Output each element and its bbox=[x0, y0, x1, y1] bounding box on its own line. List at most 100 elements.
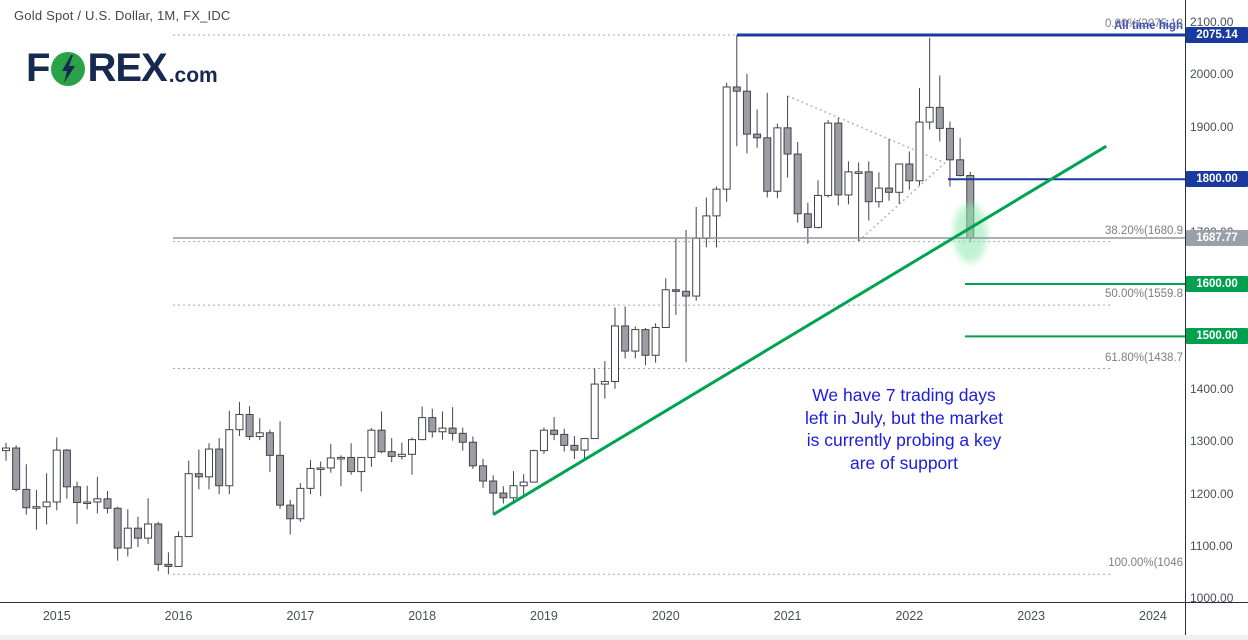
candle-body bbox=[377, 429, 386, 453]
candle-body bbox=[479, 465, 488, 482]
candle-body bbox=[600, 380, 609, 385]
candle-body bbox=[925, 106, 934, 123]
candle-body bbox=[235, 413, 244, 431]
candle-body bbox=[722, 86, 731, 190]
price-label-1687.77[interactable]: 1687.77 bbox=[1186, 230, 1248, 246]
candle-body bbox=[22, 488, 31, 509]
candle-body bbox=[93, 498, 102, 503]
all-time-high-label[interactable]: All time high bbox=[1114, 20, 1183, 32]
note-line-1: We have 7 trading days bbox=[812, 385, 996, 405]
candle-body bbox=[73, 486, 82, 504]
price-label-1800.00[interactable]: 1800.00 bbox=[1186, 171, 1248, 188]
candle-body bbox=[42, 501, 51, 508]
year-tick: 2015 bbox=[42, 609, 71, 623]
price-tick: 1100.00 bbox=[1190, 539, 1233, 553]
candle-body bbox=[966, 175, 975, 239]
candle-body bbox=[621, 325, 630, 352]
price-tick: 2000.00 bbox=[1190, 67, 1234, 82]
note-line-3: is currently probing a key bbox=[806, 430, 1002, 450]
candle-body bbox=[316, 467, 325, 470]
price-label-2075.14[interactable]: 2075.14 bbox=[1186, 27, 1248, 44]
trader-note-text[interactable]: We have 7 trading days left in July, but… bbox=[743, 384, 1065, 474]
candle-body bbox=[570, 444, 579, 451]
fib-label-50.00%: 50.00%(1559.8 bbox=[1104, 288, 1183, 301]
candle-body bbox=[32, 506, 41, 509]
triangle-line-2[interactable] bbox=[858, 162, 946, 242]
candle-body bbox=[103, 498, 112, 509]
bottom-band bbox=[0, 635, 1248, 640]
candle-body bbox=[631, 329, 640, 352]
note-line-4: are of support bbox=[850, 452, 958, 473]
candle-body bbox=[529, 450, 538, 483]
candle-body bbox=[438, 427, 447, 433]
candle-body bbox=[854, 171, 863, 174]
candle-body bbox=[560, 433, 569, 446]
candle-body bbox=[671, 289, 680, 292]
price-tick: 2100.00 bbox=[1190, 15, 1234, 29]
price-axis[interactable] bbox=[1186, 0, 1248, 602]
candle-body bbox=[174, 536, 183, 567]
candle-body bbox=[864, 171, 873, 203]
support-highlight-ellipse[interactable] bbox=[953, 203, 988, 264]
candle-body bbox=[468, 441, 477, 467]
candle-body bbox=[590, 383, 599, 440]
candle-body bbox=[428, 417, 437, 433]
candle-body bbox=[123, 527, 132, 549]
fib-label-61.80%: 61.80%(1438.7 bbox=[1104, 351, 1183, 364]
candle-body bbox=[874, 187, 883, 203]
candle-body bbox=[265, 432, 274, 456]
candle-body bbox=[336, 456, 345, 460]
candle-body bbox=[844, 171, 853, 196]
candle-body bbox=[245, 413, 254, 437]
candle-body bbox=[702, 215, 711, 239]
year-tick: 2019 bbox=[530, 609, 558, 623]
price-tick: 1300.00 bbox=[1190, 434, 1234, 449]
candle-body bbox=[276, 454, 285, 506]
candle-body bbox=[194, 473, 203, 478]
candle-body bbox=[753, 133, 762, 139]
candle-body bbox=[885, 187, 894, 193]
candle-body bbox=[773, 127, 782, 192]
candle-body bbox=[712, 188, 721, 217]
candle-body bbox=[742, 90, 751, 135]
fib-label-100.00%: 100.00%(1046 bbox=[1108, 557, 1183, 570]
candle-body bbox=[418, 417, 427, 441]
year-tick: 2017 bbox=[286, 609, 315, 623]
triangle-line-1[interactable] bbox=[787, 95, 946, 164]
candle-body bbox=[732, 86, 741, 92]
candle-body bbox=[803, 213, 812, 228]
logo-dot-com: .com bbox=[168, 64, 218, 87]
candle-body bbox=[52, 449, 61, 503]
candle-body bbox=[306, 467, 315, 489]
candle-body bbox=[814, 194, 822, 228]
price-label-1500.00[interactable]: 1500.00 bbox=[1186, 328, 1248, 345]
candle-body bbox=[519, 481, 528, 487]
price-tick: 1000.00 bbox=[1190, 591, 1234, 606]
candle-body bbox=[956, 159, 965, 177]
candle-body bbox=[133, 527, 142, 539]
candle-body bbox=[580, 438, 589, 451]
time-axis-line bbox=[0, 602, 1248, 603]
candle-body bbox=[367, 429, 376, 458]
logo-letters-rex: REX bbox=[87, 46, 167, 90]
candle-body bbox=[448, 427, 457, 434]
logo-letter-f: F bbox=[26, 46, 50, 90]
year-tick: 2016 bbox=[164, 609, 193, 623]
candle-body bbox=[286, 504, 295, 520]
candle-body bbox=[255, 432, 264, 437]
candle-body bbox=[905, 163, 914, 182]
year-tick: 2023 bbox=[1017, 609, 1046, 623]
symbol-title[interactable]: Gold Spot / U.S. Dollar, 1M, FX_IDC bbox=[14, 8, 231, 23]
candle-body bbox=[408, 439, 416, 455]
candle-body bbox=[12, 447, 21, 490]
year-tick: 2021 bbox=[773, 609, 802, 623]
price-label-1600.00[interactable]: 1600.00 bbox=[1186, 276, 1248, 292]
candle-body bbox=[834, 122, 843, 196]
candle-body bbox=[763, 137, 772, 192]
candle-body bbox=[651, 326, 660, 356]
candle-body bbox=[144, 523, 153, 539]
year-tick: 2022 bbox=[895, 609, 924, 623]
candle-body bbox=[205, 448, 213, 478]
